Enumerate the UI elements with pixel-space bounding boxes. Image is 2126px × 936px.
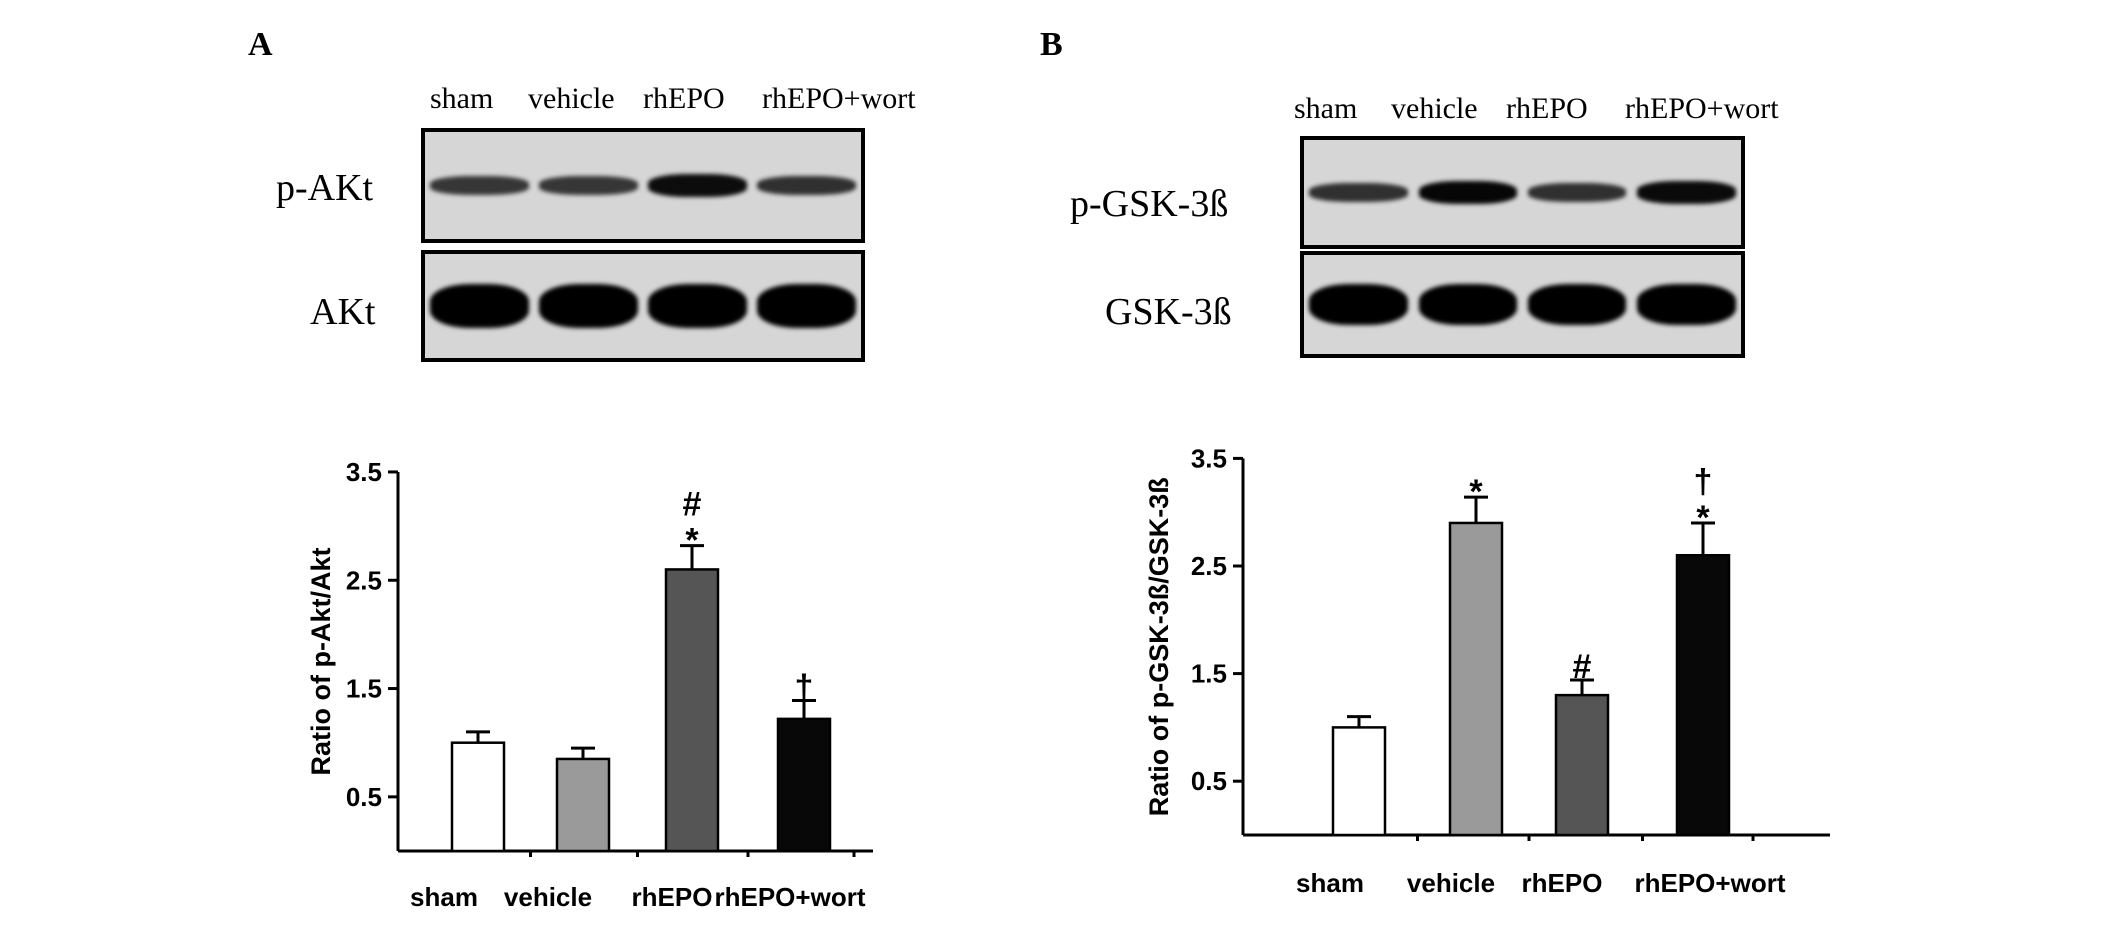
blot-band (1309, 183, 1408, 202)
blot-band (1418, 283, 1518, 326)
x-category-label: rhEPO (1522, 868, 1603, 898)
blot-band (757, 284, 856, 328)
blot-band (648, 174, 747, 197)
blot-a-row-label-akt: AKt (310, 291, 376, 333)
panel-letter-b: B (1040, 26, 1063, 63)
blot-band (1527, 283, 1627, 326)
blot-band (1418, 181, 1518, 204)
significance-marker: * (1696, 499, 1710, 537)
blot-band (1527, 183, 1627, 202)
y-tick-label: 3.5 (346, 457, 382, 487)
blot-a-pakt (421, 128, 865, 243)
significance-marker: # (683, 486, 702, 524)
bar-vehicle (555, 757, 611, 853)
y-tick-label: 2.5 (1191, 551, 1227, 581)
blot-a-lane-rhepo: rhEPO (643, 82, 725, 115)
blot-b-row-label-pgsk: p-GSK-3ß (1070, 183, 1229, 225)
blot-band (1309, 283, 1408, 326)
significance-marker: † (795, 668, 814, 706)
blot-b-gsk (1300, 251, 1745, 358)
blot-b-lane-sham: sham (1294, 92, 1358, 125)
blot-b-row-label-gsk: GSK-3ß (1105, 291, 1232, 333)
bar-rhepo-wort (1675, 553, 1731, 837)
y-tick-label: 0.5 (346, 782, 382, 812)
blot-b-lane-rhepo: rhEPO (1506, 92, 1588, 125)
bar-sham (1331, 726, 1387, 837)
blot-band (757, 175, 856, 196)
y-tick-label: 3.5 (1191, 443, 1227, 473)
y-tick-label: 0.5 (1191, 766, 1227, 796)
y-axis-label: Ratio of p-Akt/Akt (306, 547, 336, 775)
panel-letter-a: A (248, 26, 273, 63)
blot-a-lane-sham: sham (430, 82, 494, 115)
blot-band (539, 284, 638, 328)
blot-a-akt (421, 250, 865, 362)
x-category-label: rhEPO (632, 882, 713, 912)
blot-band (430, 176, 529, 195)
x-category-label: rhEPO+wort (715, 882, 866, 912)
x-category-label: sham (1296, 868, 1364, 898)
y-tick-label: 1.5 (346, 674, 382, 704)
blot-band (430, 284, 529, 328)
bar-vehicle (1448, 521, 1504, 837)
blot-a-row-label-pakt: p-AKt (276, 167, 374, 209)
x-category-label: vehicle (504, 882, 592, 912)
x-category-label: rhEPO+wort (1635, 868, 1786, 898)
significance-marker: † (1694, 463, 1713, 501)
significance-marker: * (1469, 473, 1483, 511)
blot-b-lane-rhepo-wort: rhEPO+wort (1625, 92, 1779, 125)
blot-a-lane-vehicle: vehicle (528, 82, 615, 115)
significance-marker: * (685, 522, 699, 560)
bar-sham (450, 741, 506, 853)
blot-a-lane-rhepo-wort: rhEPO+wort (762, 82, 916, 115)
y-tick-label: 1.5 (1191, 659, 1227, 689)
y-tick-label: 2.5 (346, 565, 382, 595)
blot-band (1637, 283, 1736, 326)
x-category-label: vehicle (1407, 868, 1495, 898)
blot-band (539, 176, 638, 195)
blot-band (1637, 181, 1736, 204)
bar-rhepo-wort (776, 717, 832, 853)
y-axis-label: Ratio of p-GSK-3ß/GSK-3ß (1144, 477, 1174, 816)
blot-b-pgsk (1300, 136, 1745, 249)
blot-b-lane-vehicle: vehicle (1391, 92, 1478, 125)
bar-rhepo (1554, 693, 1610, 837)
x-category-label: sham (410, 882, 478, 912)
bar-rhepo (664, 568, 720, 853)
significance-marker: # (1573, 648, 1592, 686)
blot-band (648, 284, 747, 328)
